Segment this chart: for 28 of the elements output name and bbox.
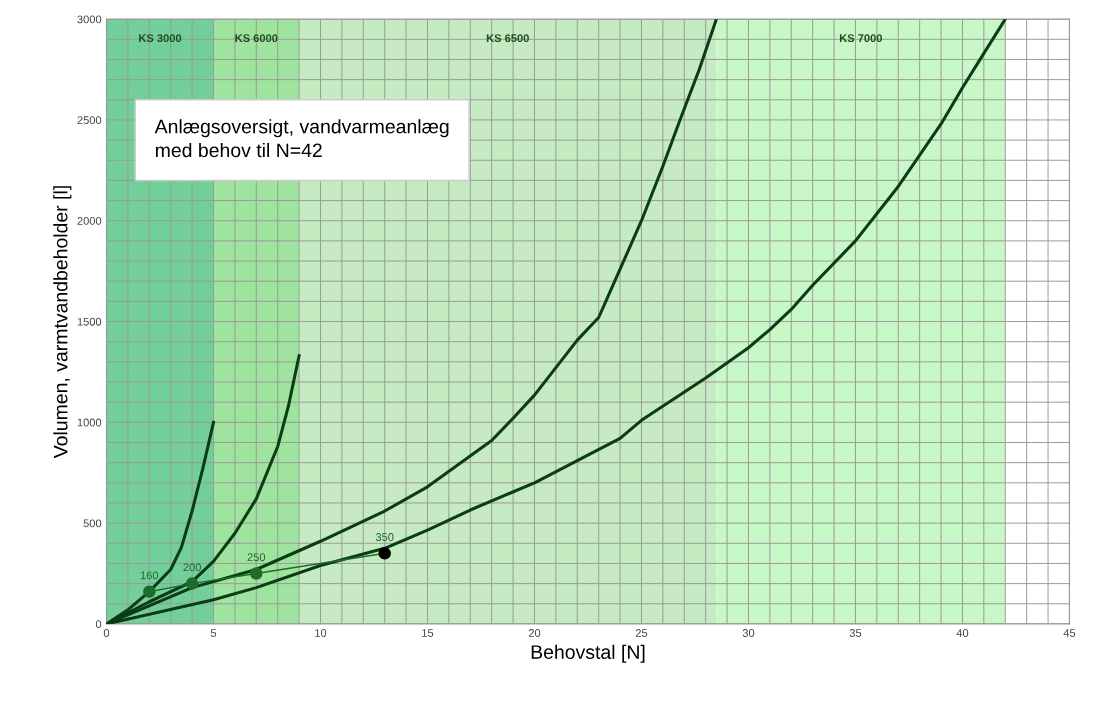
band-label: KS 6500 <box>486 34 529 43</box>
band-label: KS 6000 <box>235 34 278 43</box>
x-tick-label: 45 <box>1063 629 1076 637</box>
data-label: 350 <box>375 533 394 541</box>
x-tick-label: 10 <box>315 629 327 637</box>
x-tick-label: 25 <box>635 629 648 637</box>
y-tick-label: 1000 <box>77 418 102 427</box>
x-tick-label: 15 <box>422 629 434 637</box>
x-tick-label: 30 <box>742 629 755 637</box>
y-tick-label: 500 <box>83 519 102 528</box>
y-tick-label: 1500 <box>77 317 102 326</box>
x-tick-label: 5 <box>210 629 217 637</box>
band-label: KS 7000 <box>839 34 882 43</box>
x-axis-title: Behovstal [N] <box>531 644 645 663</box>
data-label: 200 <box>183 563 201 572</box>
data-label: 250 <box>247 553 266 562</box>
annotation: Anlægsoversigt, vandvarmeanlæg med behov til N=42 <box>154 119 449 158</box>
y-axis-title: Volumen, varmtvandbeholder [l] <box>53 186 72 459</box>
y-tick-label: 3000 <box>77 15 102 24</box>
y-tick-label: 2000 <box>77 217 102 225</box>
data-label: 160 <box>140 571 159 580</box>
x-tick-label: 40 <box>956 629 969 637</box>
x-tick-label: 35 <box>849 629 862 637</box>
x-tick-label: 20 <box>528 629 541 637</box>
band-label: KS 3000 <box>139 34 182 43</box>
y-tick-label: 2500 <box>77 116 102 125</box>
x-tick-label: 0 <box>103 629 110 637</box>
y-tick-label: 0 <box>95 620 102 629</box>
